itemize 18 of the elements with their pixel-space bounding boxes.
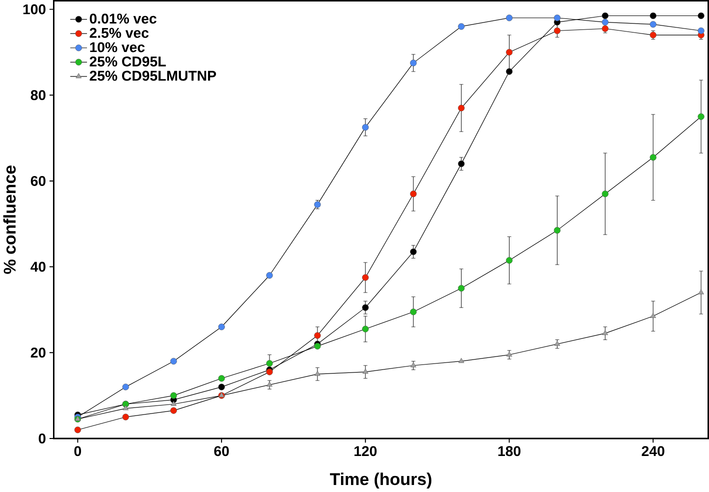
x-axis-title: Time (hours): [330, 472, 432, 489]
legend-label: 2.5% vec: [90, 28, 149, 38]
x-tick-label: 240: [642, 446, 664, 456]
y-tick-label: 100: [23, 4, 46, 14]
x-tick-label: 180: [498, 446, 520, 456]
y-tick-label: 40: [30, 262, 46, 272]
legend-label: 25% CD95LMUTNP: [90, 70, 216, 81]
y-tick-label: 20: [30, 348, 46, 358]
x-tick-label: 120: [354, 446, 377, 456]
y-tick-label: 0: [38, 434, 46, 444]
legend-label: 0.01% vec: [90, 14, 156, 24]
legend-label: 25% CD95L: [90, 56, 166, 67]
legend-label: 10% vec: [90, 42, 145, 52]
y-tick-label: 60: [30, 176, 46, 186]
x-tick-label: 0: [74, 446, 82, 456]
y-tick-label: 80: [30, 90, 46, 100]
y-axis-title: % confluence: [3, 166, 16, 274]
x-tick-label: 60: [214, 446, 229, 456]
